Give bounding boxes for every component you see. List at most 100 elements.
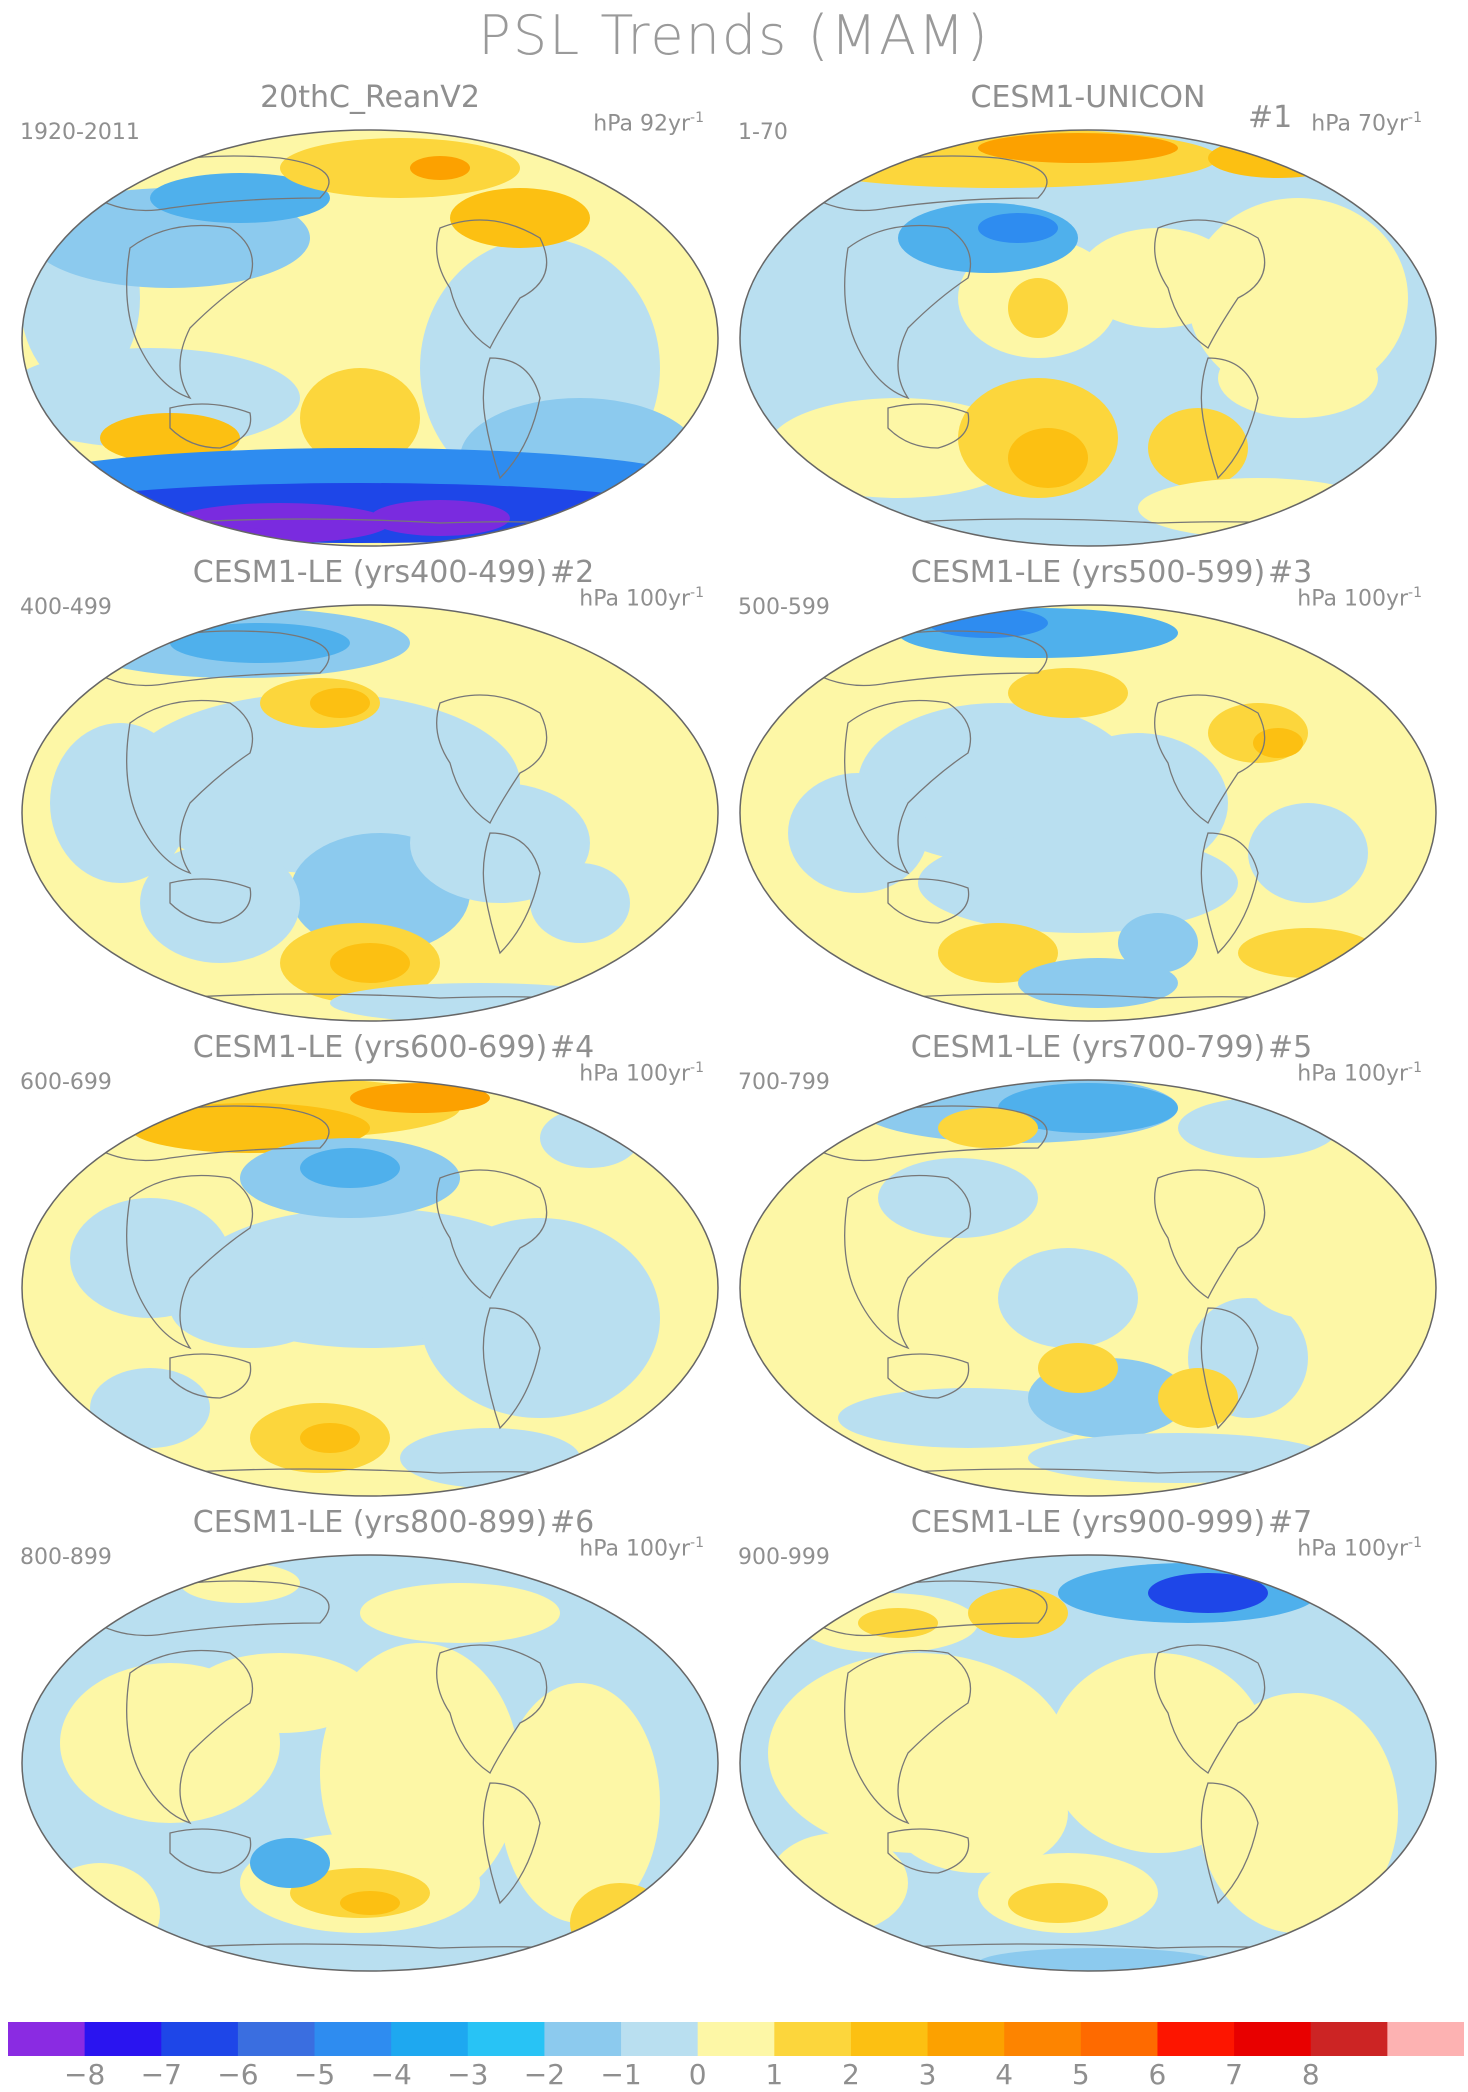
coastline [844, 699, 972, 875]
anomaly-region [70, 1198, 230, 1318]
anomaly-region [310, 688, 370, 718]
anomaly-region [420, 1218, 660, 1418]
units-label: hPa 100yr-1 [1297, 1535, 1422, 1561]
anomaly-region [450, 188, 590, 248]
anomaly-region [570, 1883, 670, 1963]
coastline [126, 1174, 254, 1350]
colorbar-swatch [927, 2022, 1005, 2056]
anomaly-region [50, 723, 190, 883]
anomaly-region [400, 1428, 580, 1488]
anomaly-region [1238, 928, 1378, 978]
anomaly-region [998, 1083, 1178, 1133]
map-panel-container-8: CESM1-LE (yrs900-999) #7 900-999 hPa 100yr-… [738, 1505, 1438, 1975]
colorbar-swatch [391, 2022, 469, 2056]
anomaly-region [768, 1833, 908, 1933]
anomaly-region [540, 1108, 640, 1168]
colorbar-tick-label: 6 [1148, 2058, 1167, 2091]
coastline [169, 1828, 252, 1874]
anomaly-region [140, 843, 300, 963]
colorbar-swatch [161, 2022, 239, 2056]
anomaly-region [1188, 198, 1408, 398]
anomaly-region [888, 1753, 1068, 1873]
map-panel-container-4: CESM1-LE (yrs500-599) #3 500-599 hPa 100yr-… [738, 555, 1438, 1025]
units-label: hPa 92yr-1 [593, 110, 704, 136]
map-outline [739, 1554, 1437, 1972]
anomaly-region [938, 923, 1058, 983]
units-label: hPa 100yr-1 [1297, 1060, 1422, 1086]
anomaly-region [330, 943, 410, 983]
anomaly-region [1008, 1883, 1108, 1923]
anomaly-region [978, 213, 1058, 243]
anomaly-region [1218, 338, 1378, 418]
colorbar-tick-label: −3 [447, 2058, 489, 2091]
anomaly-region [500, 1683, 660, 1923]
units-text: hPa 100yr [1297, 586, 1409, 612]
panel-title: CESM1-LE (yrs500-599) [910, 555, 1266, 590]
anomaly-region [1078, 228, 1238, 328]
colorbar-tick-label: −4 [370, 2058, 412, 2091]
units-text: hPa 100yr [579, 1536, 691, 1562]
colorbar-tick-label: 4 [995, 2058, 1014, 2091]
anomaly-region [998, 1248, 1138, 1348]
anomaly-region [1038, 1343, 1118, 1393]
period-label: 900-999 [738, 1545, 830, 1570]
anomaly-region [1148, 1573, 1268, 1613]
anomaly-region [250, 1838, 330, 1888]
coastline [436, 1169, 548, 1299]
units-exponent: -1 [1408, 1535, 1422, 1551]
coastline [844, 1649, 972, 1825]
anomaly-region [130, 1103, 370, 1153]
map-panel-1 [21, 129, 719, 547]
anomaly-region [410, 783, 590, 903]
anomaly-region [150, 173, 330, 223]
colorbar-swatch [697, 2022, 775, 2056]
colorbar-tick-label: −7 [140, 2058, 182, 2091]
anomaly-region [1253, 728, 1303, 758]
colorbar-tick-label: −8 [63, 2058, 106, 2091]
anomaly-region [90, 1368, 210, 1448]
map-panel-6 [739, 1079, 1437, 1497]
units-exponent: -1 [1408, 585, 1422, 601]
colorbar-labels: −8 −7 −6 −5 −4 −3 −2 −1 0 1 2 3 4 5 6 7 8 [0, 2058, 1468, 2092]
map-outline [739, 1079, 1437, 1497]
coastline [126, 699, 254, 875]
units-text: hPa 100yr [1297, 1061, 1409, 1087]
coastline [169, 1353, 252, 1399]
colorbar-swatch [8, 2022, 86, 2056]
units-label: hPa 100yr-1 [579, 1060, 704, 1086]
map-panel-container-2: CESM1-UNICON #1 1-70 hPa 70yr-1 [738, 80, 1438, 550]
anomaly-region [1158, 1368, 1238, 1428]
anomaly-region [898, 203, 1078, 273]
anomaly-region [1008, 278, 1068, 338]
run-number: #6 [550, 1505, 595, 1540]
run-number: #3 [1268, 555, 1313, 590]
map-outline [739, 129, 1437, 547]
run-number: #7 [1268, 1505, 1313, 1540]
anomaly-region [100, 413, 240, 463]
period-label: 1920-2011 [20, 120, 140, 145]
map-outline [21, 604, 719, 1022]
period-label: 700-799 [738, 1070, 830, 1095]
map-panel-container-5: CESM1-LE (yrs600-699) #4 600-699 hPa 100yr-… [20, 1030, 720, 1500]
colorbar-tick-label: 0 [688, 2058, 707, 2091]
coastline [169, 878, 252, 924]
units-text: hPa 92yr [593, 111, 691, 137]
run-number: #4 [550, 1030, 595, 1065]
anomaly-region [1138, 478, 1378, 538]
coastline [1200, 1307, 1259, 1430]
colorbar-swatch [621, 2022, 699, 2056]
units-text: hPa 70yr [1311, 111, 1409, 137]
coastline [482, 1307, 541, 1430]
coastline [1154, 219, 1266, 349]
anomaly-region [370, 500, 510, 536]
colorbar-tick-label: 5 [1071, 2058, 1090, 2091]
anomaly-region [1028, 1433, 1328, 1483]
colorbar-tick-label: 3 [918, 2058, 937, 2091]
coastline [436, 694, 548, 824]
anomaly-region [1248, 803, 1368, 903]
anomaly-region [360, 1583, 560, 1643]
map-panel-4 [739, 604, 1437, 1022]
units-text: hPa 100yr [1297, 1536, 1409, 1562]
map-panel-container-6: CESM1-LE (yrs700-799) #5 700-799 hPa 100yr-… [738, 1030, 1438, 1500]
anomaly-region [968, 1588, 1068, 1638]
